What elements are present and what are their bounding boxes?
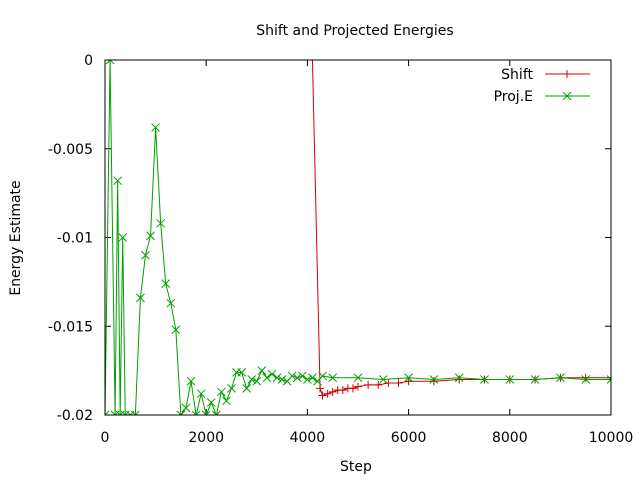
data-point xyxy=(211,410,221,415)
data-point xyxy=(237,368,246,377)
legend-label: Proj.E xyxy=(494,89,533,105)
data-point xyxy=(364,380,373,389)
y-axis-label: Energy Estimate xyxy=(8,180,24,295)
data-point xyxy=(323,389,332,398)
series-line xyxy=(105,60,611,415)
legend-marker xyxy=(562,91,572,101)
data-point xyxy=(272,373,282,383)
data-point xyxy=(161,279,171,289)
x-tick-label: 10000 xyxy=(589,430,634,446)
data-point xyxy=(242,384,252,393)
data-point xyxy=(277,375,287,384)
data-point xyxy=(404,373,413,383)
data-point xyxy=(196,389,206,399)
data-point xyxy=(257,366,267,375)
data-point xyxy=(118,233,128,242)
data-point xyxy=(105,410,110,415)
data-point xyxy=(105,60,115,65)
plot-frame xyxy=(104,59,612,416)
data-point xyxy=(480,375,489,384)
data-point xyxy=(316,384,325,393)
data-point xyxy=(113,176,123,186)
chart-title: Shift and Projected Energies xyxy=(256,23,453,39)
y-tick-label: -0.02 xyxy=(57,408,93,424)
data-point xyxy=(348,384,357,393)
data-point xyxy=(394,379,403,388)
data-point xyxy=(581,373,590,382)
data-point xyxy=(384,379,393,388)
data-point xyxy=(156,218,166,228)
data-point xyxy=(581,375,591,384)
x-tick-label: 6000 xyxy=(391,430,427,446)
data-point xyxy=(308,60,317,64)
data-point xyxy=(308,373,317,383)
y-tick-label: -0.005 xyxy=(48,142,93,158)
data-point xyxy=(455,375,464,384)
data-point xyxy=(191,410,201,415)
y-tick-label: 0 xyxy=(84,53,93,69)
data-point xyxy=(166,298,176,308)
data-point xyxy=(404,377,413,386)
data-point xyxy=(201,410,211,415)
data-point xyxy=(222,396,231,406)
data-point xyxy=(267,369,277,379)
data-point xyxy=(378,375,388,384)
y-tick-label: -0.015 xyxy=(48,319,93,335)
data-point xyxy=(136,293,145,303)
data-point xyxy=(217,387,226,397)
data-point xyxy=(328,387,337,396)
data-point xyxy=(146,231,155,241)
data-point xyxy=(429,375,439,384)
legend-label: Shift xyxy=(501,67,533,83)
data-point xyxy=(151,123,160,132)
data-point xyxy=(328,373,338,383)
data-point xyxy=(171,325,181,335)
data-point xyxy=(287,371,297,381)
series-line xyxy=(110,60,611,397)
data-point xyxy=(353,373,363,383)
data-point xyxy=(252,376,262,386)
data-point xyxy=(556,373,565,383)
data-point xyxy=(607,373,611,382)
data-point xyxy=(429,377,438,386)
x-tick-label: 0 xyxy=(101,430,110,446)
y-tick-label: -0.01 xyxy=(57,231,93,247)
data-point xyxy=(206,398,216,407)
legend-marker xyxy=(563,70,571,78)
data-point xyxy=(374,380,383,389)
data-point xyxy=(318,391,327,400)
data-point xyxy=(454,373,464,383)
data-point xyxy=(181,403,191,413)
series-layer xyxy=(105,60,611,415)
series-shift xyxy=(106,60,611,400)
x-axis-label: Step xyxy=(340,459,372,475)
data-point xyxy=(141,250,150,260)
x-tick-label: 2000 xyxy=(188,430,224,446)
legend: Shift Proj.E xyxy=(494,67,590,105)
data-point xyxy=(354,382,362,391)
data-point xyxy=(262,373,272,383)
axis-ticks: 0 2000 4000 6000 8000 10000 0 -0.005 -0.01 -0.015… xyxy=(48,53,633,446)
x-tick-label: 8000 xyxy=(492,430,528,446)
data-point xyxy=(176,410,186,415)
data-point xyxy=(606,375,611,384)
data-point xyxy=(292,373,302,383)
data-point xyxy=(318,371,327,381)
data-point xyxy=(338,386,347,395)
data-point xyxy=(186,376,196,386)
data-point xyxy=(131,410,140,415)
data-point xyxy=(297,371,307,381)
x-tick-label: 4000 xyxy=(290,430,326,446)
data-point xyxy=(303,375,312,384)
data-point xyxy=(247,375,257,384)
data-point xyxy=(505,375,515,384)
data-point xyxy=(530,375,540,384)
series-proj-e xyxy=(105,60,611,415)
data-point xyxy=(227,384,236,393)
